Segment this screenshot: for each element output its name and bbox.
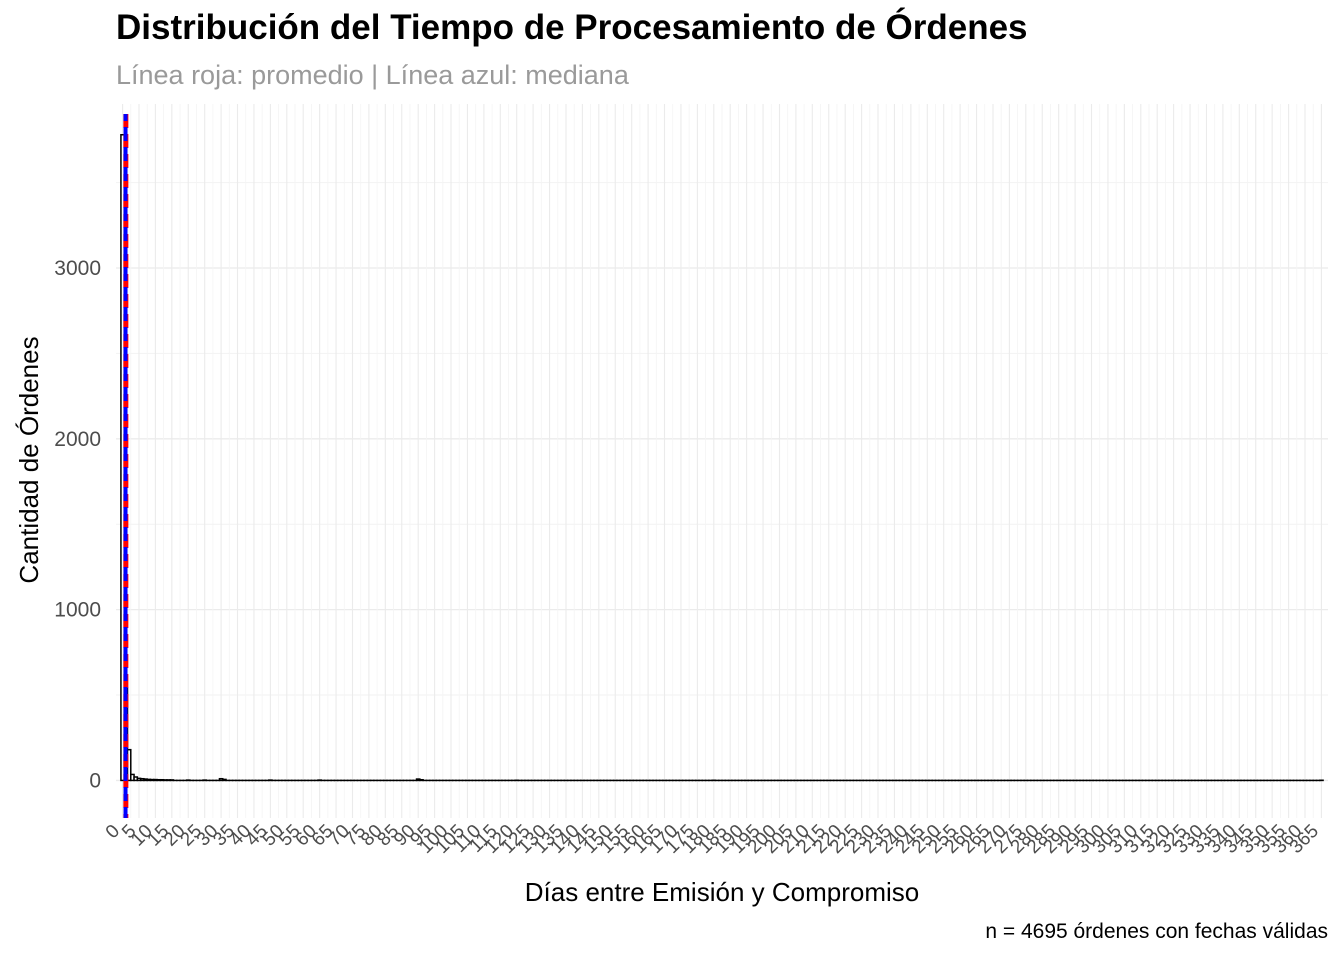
bars-layer [120,133,1324,782]
chart-subtitle: Línea roja: promedio | Línea azul: media… [116,60,629,90]
chart-title: Distribución del Tiempo de Procesamiento… [116,8,1028,47]
y-axis-title: Cantidad de Órdenes [14,336,44,583]
x-axis-title: Días entre Emisión y Compromiso [525,877,919,907]
y-tick-label: 0 [89,769,101,792]
y-tick-label: 3000 [54,257,101,280]
y-tick-label: 2000 [54,428,101,451]
y-tick-label: 1000 [54,599,101,622]
y-axis-ticks: 0 1000 2000 3000 [54,257,101,792]
grid-layer [116,104,1328,818]
x-axis-ticks: 0510152025303540455055606570758085909510… [102,821,1323,858]
chart-caption: n = 4695 órdenes con fechas válidas [985,920,1328,943]
